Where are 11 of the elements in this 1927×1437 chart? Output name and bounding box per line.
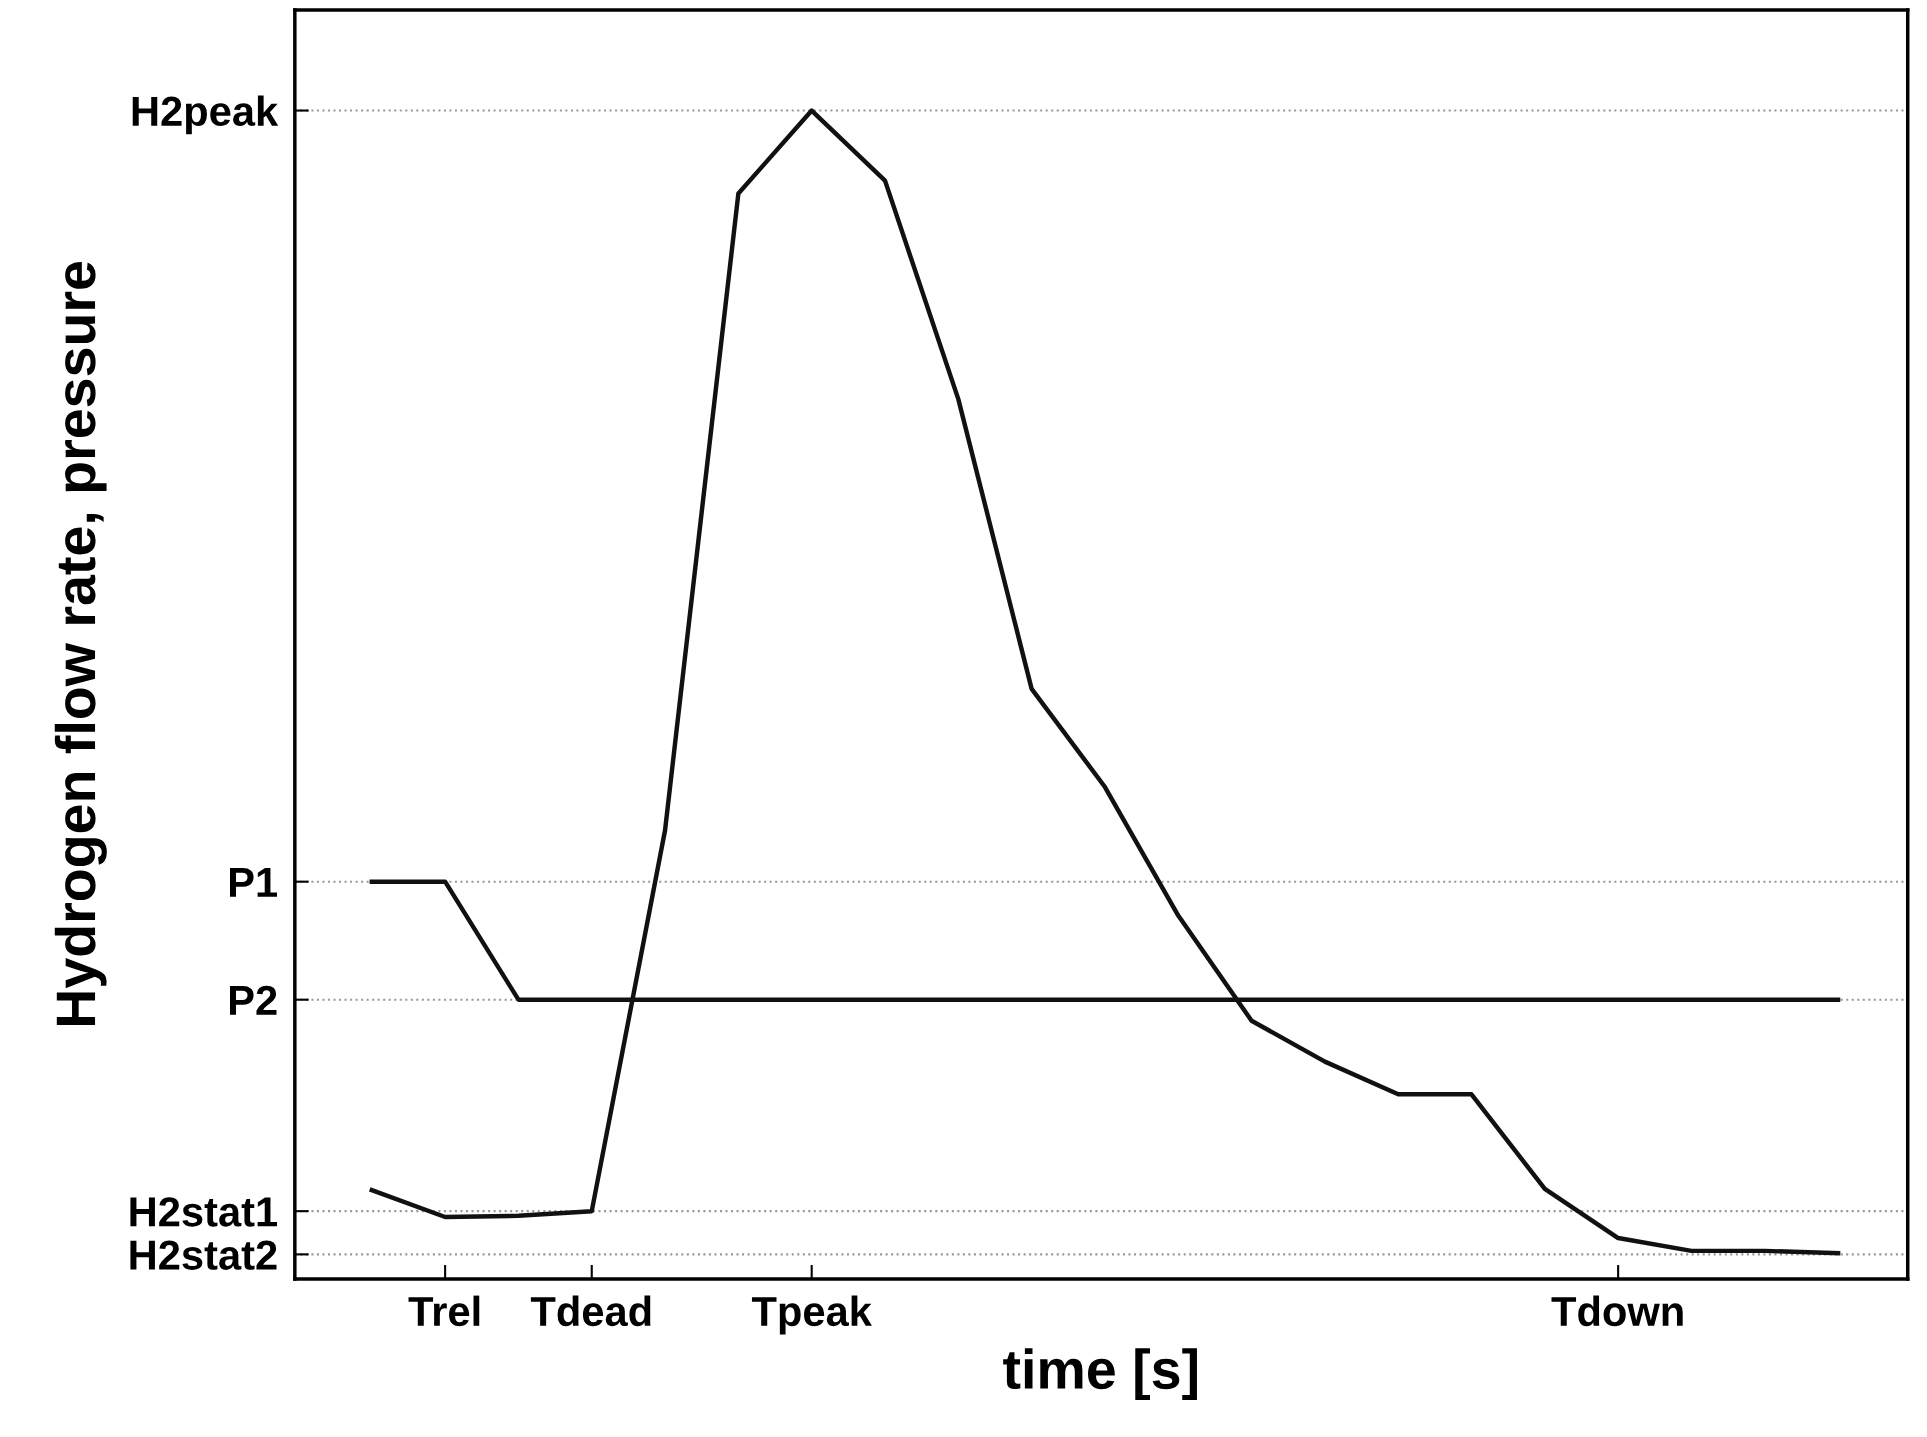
x-axis-title: time [s] <box>1003 1348 1197 1401</box>
x-tick-label: Tdown <box>1551 1295 1683 1327</box>
x-tick-label: Trel <box>408 1295 480 1327</box>
ref-line-label: P2 <box>229 985 277 1015</box>
ref-line-label: P1 <box>229 868 277 897</box>
y-axis-title: Hydrogen flow rate, pressure <box>54 262 107 1026</box>
ref-line-label: H2peak <box>132 95 279 135</box>
ref-line-label: H2stat1 <box>130 1197 278 1227</box>
ref-line-label: H2stat2 <box>130 1240 277 1270</box>
x-tick-label: Tpeak <box>751 1295 872 1335</box>
x-tick-label: Tdead <box>530 1295 651 1327</box>
